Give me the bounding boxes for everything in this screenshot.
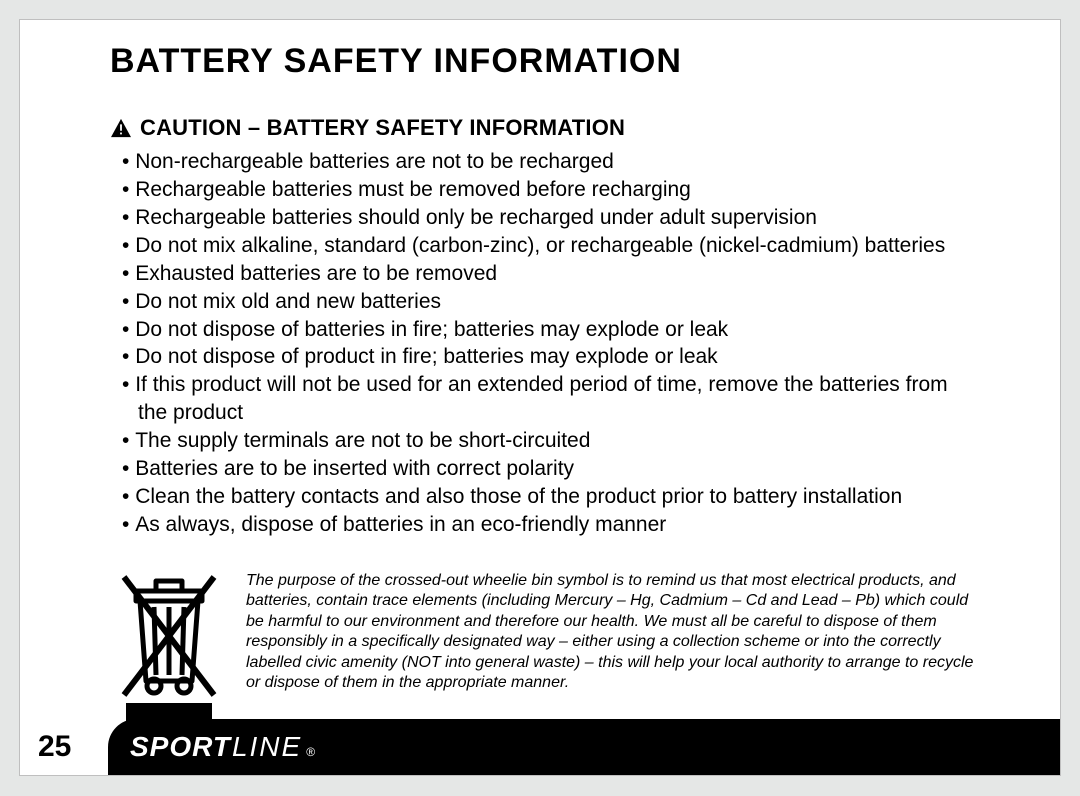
caution-heading-row: CAUTION – BATTERY SAFETY INFORMATION xyxy=(110,115,625,141)
caution-heading: CAUTION – BATTERY SAFETY INFORMATION xyxy=(140,115,625,141)
footer: 25 SPORTLINE ® xyxy=(20,719,1060,775)
list-item: Do not dispose of product in fire; batte… xyxy=(122,343,980,371)
list-item: Clean the battery contacts and also thos… xyxy=(122,483,980,511)
page-title: BATTERY SAFETY INFORMATION xyxy=(110,42,682,81)
list-item: Do not mix old and new batteries xyxy=(122,288,980,316)
list-item: Rechargeable batteries should only be re… xyxy=(122,204,980,232)
page-background: BATTERY SAFETY INFORMATION CAUTION – BAT… xyxy=(0,0,1080,796)
list-item: Do not dispose of batteries in fire; bat… xyxy=(122,316,980,344)
page-number: 25 xyxy=(38,730,71,764)
footer-bar: SPORTLINE ® xyxy=(108,719,1060,775)
list-item: The supply terminals are not to be short… xyxy=(122,427,980,455)
weee-text: The purpose of the crossed-out wheelie b… xyxy=(246,571,990,694)
safety-bullet-list: Non-rechargeable batteries are not to be… xyxy=(122,148,980,539)
list-item: As always, dispose of batteries in an ec… xyxy=(122,511,980,539)
content-panel: BATTERY SAFETY INFORMATION CAUTION – BAT… xyxy=(19,19,1061,776)
weee-bin-icon xyxy=(120,573,218,723)
list-item: Batteries are to be inserted with correc… xyxy=(122,455,980,483)
list-item: Do not mix alkaline, standard (carbon-zi… xyxy=(122,232,980,260)
list-item: If this product will not be used for an … xyxy=(122,371,980,427)
list-item: Rechargeable batteries must be removed b… xyxy=(122,176,980,204)
list-item: Non-rechargeable batteries are not to be… xyxy=(122,148,980,176)
brand-bold: SPORT xyxy=(130,731,231,763)
brand-logo: SPORTLINE ® xyxy=(130,731,316,763)
registered-mark: ® xyxy=(306,745,316,759)
list-item: Exhausted batteries are to be removed xyxy=(122,260,980,288)
weee-block: The purpose of the crossed-out wheelie b… xyxy=(120,571,990,723)
brand-light: LINE xyxy=(232,731,302,763)
warning-icon xyxy=(110,118,132,138)
